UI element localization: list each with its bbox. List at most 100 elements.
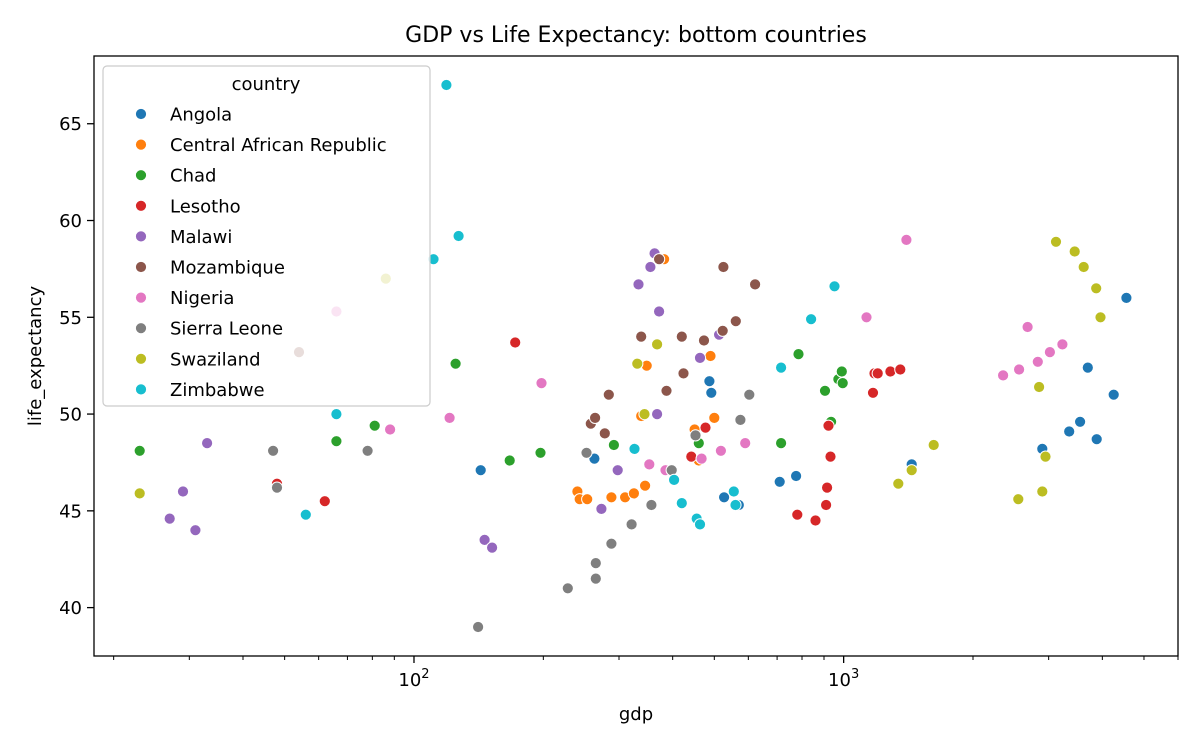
data-point [675,330,688,343]
y-axis-label: life_expectancy [25,286,46,427]
data-point [1090,282,1103,295]
data-point [1107,388,1120,401]
data-point [791,508,804,521]
data-point [704,349,717,363]
y-tick-label: 40 [59,598,82,619]
legend-item: Zimbabwe [134,380,265,401]
data-point [628,442,641,455]
x-tick-label: 102 [398,667,429,691]
data-point [675,497,688,510]
data-point [792,348,805,361]
data-point [1013,363,1026,376]
data-point [1090,433,1103,446]
data-point [561,582,574,595]
data-point [270,481,284,494]
legend-marker [134,107,148,121]
data-point [805,313,818,326]
data-point [716,324,729,337]
legend-item: Nigeria [134,288,234,309]
legend-marker [134,352,148,365]
legend-marker [134,169,148,182]
data-point [580,446,593,459]
data-point [631,357,644,370]
data-point [653,305,666,318]
data-point [535,377,548,390]
data-point [201,437,214,450]
legend-label: Angola [170,105,232,126]
data-point [449,357,462,370]
legend-label: Zimbabwe [170,380,265,401]
data-point [330,435,343,448]
data-point [627,487,641,500]
data-point [1031,355,1044,368]
data-point [835,365,848,378]
data-point [809,514,822,527]
data-point [685,450,698,463]
data-point [163,512,176,525]
data-points [133,78,1133,634]
data-point [503,454,516,467]
data-point [1039,450,1052,463]
data-point [729,498,742,512]
legend-box [102,65,431,407]
x-tick-label: 103 [828,667,859,691]
data-point [452,229,465,243]
data-point [927,438,940,452]
data-point [644,260,657,274]
data-point [651,338,664,351]
data-point [822,419,835,432]
legend-label: Nigeria [170,288,234,309]
data-point [775,361,788,374]
legend-marker [134,230,148,243]
data-point [836,377,849,390]
data-point [1081,361,1094,374]
data-point [643,458,656,471]
data-point [1033,380,1046,394]
data-point [653,253,666,266]
legend-marker [134,383,148,396]
legend-label: Swaziland [170,349,261,370]
data-point [894,363,907,376]
data-point [668,473,681,486]
x-axis-label: gdp [619,704,653,725]
data-point [739,437,752,450]
data-point [693,351,707,364]
data-point [703,375,716,388]
data-point [729,315,742,328]
legend-item: Sierra Leone [134,319,283,340]
legend-marker [134,199,148,212]
legend-label: Mozambique [170,258,285,279]
data-point [860,311,873,324]
data-point [1056,338,1069,351]
data-point [905,464,918,477]
plot-frame [93,55,1179,657]
data-point [133,444,146,457]
data-point [651,408,664,421]
y-tick-label: 50 [59,405,82,426]
data-point [734,413,747,426]
data-point [625,518,638,531]
y-tick-label: 45 [59,501,82,522]
data-point [773,475,786,488]
data-point [534,446,547,459]
data-point [1094,311,1107,324]
data-point [635,330,648,343]
data-point [1077,260,1090,274]
data-point [790,469,803,483]
data-point [589,411,602,424]
data-point [361,444,374,457]
data-point [632,278,645,291]
data-point [871,367,884,380]
data-point [677,367,690,380]
legend: country Angola Central African Republic Ch… [102,65,431,407]
data-point [267,444,280,457]
data-point [689,429,702,442]
data-point [133,487,146,500]
data-point [330,408,343,421]
data-point [697,334,711,347]
data-point [611,464,624,477]
data-point [474,464,487,477]
data-point [1012,493,1025,506]
chart-title: GDP vs Life Expectancy: bottom countries [405,23,867,48]
data-point [589,572,602,585]
